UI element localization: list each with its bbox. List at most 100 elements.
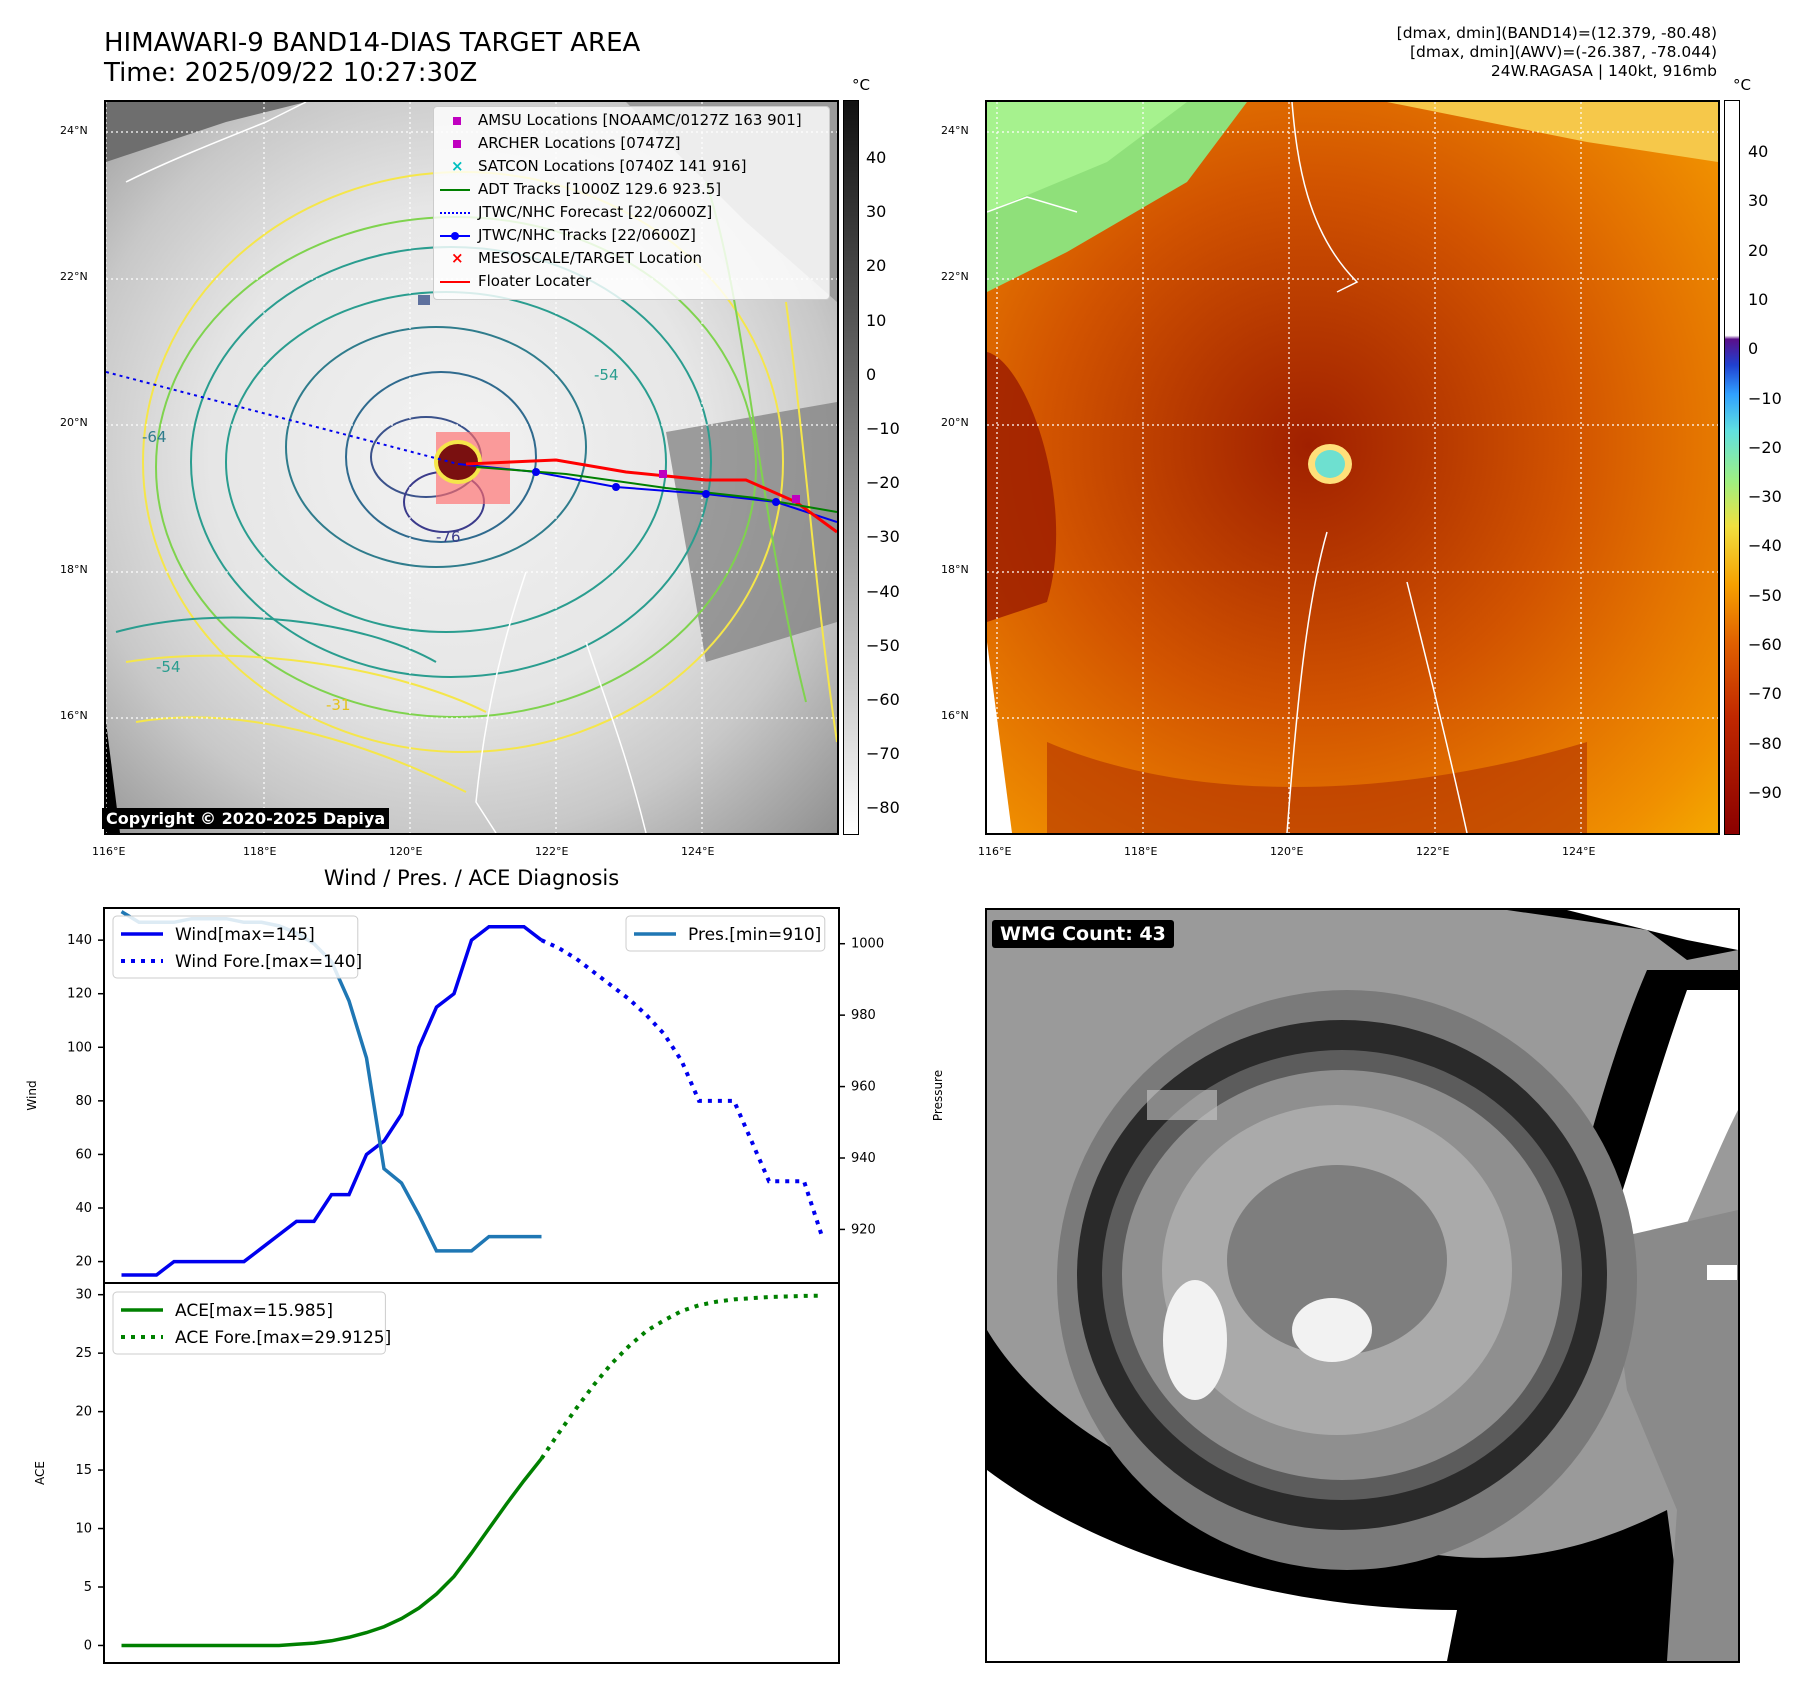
y-tick-label: 30 xyxy=(75,1288,92,1303)
title-line-1: HIMAWARI-9 BAND14-DIAS TARGET AREA xyxy=(104,28,641,58)
y2-tick-label: 1000 xyxy=(851,937,884,952)
colorbar-tick-label: 40 xyxy=(866,148,887,167)
awv-map-image xyxy=(987,102,1718,833)
y-tick-label: 0 xyxy=(84,1638,92,1653)
wmg-count-badge: WMG Count: 43 xyxy=(992,920,1174,948)
colorbar-tick-label: 10 xyxy=(866,310,887,330)
contour-label: -31 xyxy=(326,696,351,714)
y-tick-label: 40 xyxy=(75,1201,92,1216)
y-tick-label: 15 xyxy=(75,1463,92,1478)
y-tick-label: 10 xyxy=(75,1522,92,1537)
legend-item: AMSU Locations [NOAAMC/0127Z 163 901] xyxy=(434,109,829,132)
y-axis-label: ACE xyxy=(33,1461,47,1485)
colorbar-tick-label: 30 xyxy=(866,202,887,222)
colorbar-tick-label: 20 xyxy=(866,256,887,276)
legend-item: JTWC/NHC Tracks [22/0600Z] xyxy=(434,224,829,247)
colorbar-tick-label: −40 xyxy=(866,581,900,601)
lat-label: 20°N xyxy=(60,416,88,429)
legend-label: Pres.[min=910] xyxy=(688,925,821,945)
colorbar-right xyxy=(1724,100,1740,835)
y2-tick-label: 940 xyxy=(851,1151,876,1166)
y-tick-label: 140 xyxy=(67,933,92,948)
map-legend: AMSU Locations [NOAAMC/0127Z 163 901] AR… xyxy=(433,106,830,300)
y2-tick-label: 980 xyxy=(851,1008,876,1023)
colorbar-tick-label: −10 xyxy=(1748,388,1782,408)
y-axis-label: Wind xyxy=(25,1080,39,1110)
lat-label: 18°N xyxy=(941,563,969,576)
legend-label: Wind[max=145] xyxy=(175,925,315,945)
contour-label: -64 xyxy=(142,428,167,446)
ace-axes-frame xyxy=(103,1282,840,1664)
lon-label: 124°E xyxy=(681,845,715,858)
colorbar-tick-label: −10 xyxy=(866,419,900,438)
colorbar-tick-label: −60 xyxy=(1748,635,1782,654)
colorbar-tick-label: 0 xyxy=(866,364,877,384)
legend-item: JTWC/NHC Forecast [22/0600Z] xyxy=(434,201,829,224)
solid-line-icon xyxy=(440,281,470,283)
y-tick-label: 5 xyxy=(84,1580,92,1595)
legend-label: ACE Fore.[max=29.9125] xyxy=(175,1328,391,1348)
lon-label: 124°E xyxy=(1562,845,1596,858)
copyright-label: Copyright © 2020-2025 Dapiya xyxy=(102,808,390,829)
lon-label: 122°E xyxy=(1416,845,1450,858)
colorbar-tick-label: 30 xyxy=(1748,191,1769,211)
colorbar-tick-label: −80 xyxy=(1748,733,1782,753)
colorbar-tick-label: −90 xyxy=(1748,782,1782,802)
legend-item: ARCHER Locations [0747Z] xyxy=(434,132,829,155)
y-tick-label: 100 xyxy=(67,1040,92,1055)
y-tick-label: 20 xyxy=(75,1255,92,1270)
colorbar-unit: °C xyxy=(1733,76,1751,94)
y-tick-label: 120 xyxy=(67,987,92,1002)
chart-legend xyxy=(112,915,359,979)
colorbar-tick-label: −40 xyxy=(1748,536,1782,556)
legend-label: Wind Fore.[max=140] xyxy=(175,952,362,972)
legend-item: × MESOSCALE/TARGET Location xyxy=(434,247,829,270)
wmg-panel xyxy=(985,908,1740,1663)
chart-legend xyxy=(112,1291,386,1355)
lon-label: 120°E xyxy=(1270,845,1304,858)
colorbar-unit: °C xyxy=(852,76,870,94)
lon-label: 118°E xyxy=(243,845,277,858)
wmg-image xyxy=(987,910,1738,1661)
title-line-2: Time: 2025/09/22 10:27:30Z xyxy=(104,58,478,88)
dotted-line-icon xyxy=(440,212,470,214)
lat-label: 22°N xyxy=(941,270,969,283)
colorbar-tick-label: −60 xyxy=(866,690,900,709)
colorbar-tick-label: −30 xyxy=(866,527,900,547)
square-marker-icon xyxy=(453,140,461,148)
series-line-0 xyxy=(121,925,543,1277)
ace-series-line-1 xyxy=(539,1293,822,1460)
series-line-1 xyxy=(540,938,824,1236)
lat-label: 24°N xyxy=(941,124,969,137)
legend-item: × SATCON Locations [0740Z 141 916] xyxy=(434,155,829,178)
y2-axis-label: Pressure xyxy=(931,1070,945,1121)
colorbar-tick-label: −20 xyxy=(1748,437,1782,457)
info-line-3: 24W.RAGASA | 140kt, 916mb xyxy=(1490,62,1717,80)
y-tick-label: 80 xyxy=(75,1094,92,1109)
ace-series-line-0 xyxy=(121,1457,543,1648)
x-marker-icon: × xyxy=(451,157,464,175)
diagnosis-title: Wind / Pres. / ACE Diagnosis xyxy=(323,866,620,890)
lat-label: 20°N xyxy=(941,416,969,429)
awv-map-panel xyxy=(985,100,1720,835)
x-marker-icon: × xyxy=(451,249,464,267)
info-block: [dmax, dmin](BAND14)=(12.379, -80.48) [d… xyxy=(1397,24,1717,81)
legend-item: ADT Tracks [1000Z 129.6 923.5] xyxy=(434,178,829,201)
y2-tick-label: 920 xyxy=(851,1222,876,1237)
colorbar-tick-label: −70 xyxy=(1748,684,1782,704)
lat-label: 24°N xyxy=(60,124,88,137)
colorbar-tick-label: −50 xyxy=(1748,585,1782,605)
lat-label: 16°N xyxy=(60,709,88,722)
colorbar-tick-label: −30 xyxy=(1748,487,1782,507)
colorbar-tick-label: 40 xyxy=(1748,142,1769,161)
colorbar-left xyxy=(843,100,859,835)
colorbar-tick-label: 0 xyxy=(1748,339,1759,359)
contour-label: -76 xyxy=(436,528,461,546)
contour-label: -54 xyxy=(594,366,619,384)
legend-item: Floater Locater xyxy=(434,270,829,293)
lon-label: 120°E xyxy=(389,845,423,858)
figure-title: HIMAWARI-9 BAND14-DIAS TARGET AREA Time:… xyxy=(104,28,640,88)
info-line-1: [dmax, dmin](BAND14)=(12.379, -80.48) xyxy=(1396,24,1717,42)
y2-tick-label: 960 xyxy=(851,1080,876,1095)
